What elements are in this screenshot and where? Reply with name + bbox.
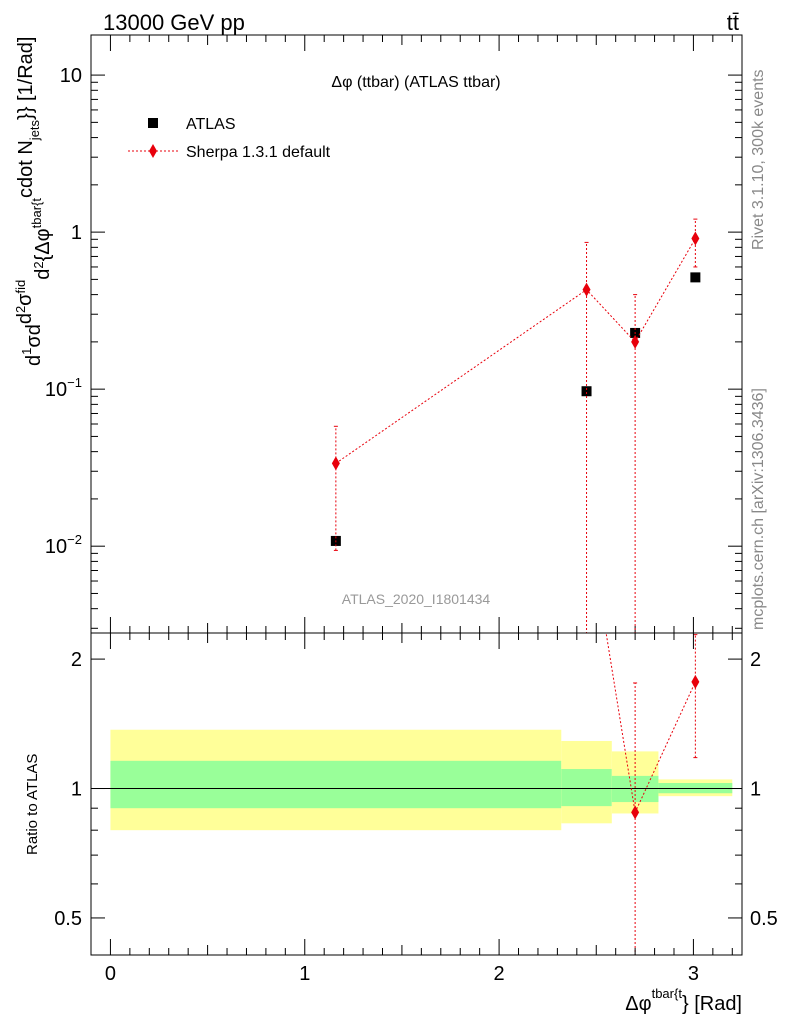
ratio-plot: 0.5 0.5 1 1 2 2 0 1 2 3 Ratio to ATLAS Δφtbar{t}… <box>24 632 778 1015</box>
xlabel-part: Δφ <box>625 993 651 1015</box>
ylabel-part: }} [1/Rad] <box>15 37 37 120</box>
x-axis-title: Δφtbar{t} [Rad] <box>625 986 742 1015</box>
ratio-y-tick-label: 0.5 <box>54 908 82 930</box>
ylabel-part: d <box>23 355 45 366</box>
ratio-y-tick-label-right: 1 <box>750 779 761 801</box>
ratio-plot-ticks <box>91 633 742 955</box>
ylabel-part: {Δφ <box>32 228 54 261</box>
sherpa-series-line <box>335 238 696 464</box>
ratio-plot-data <box>605 633 700 955</box>
x-tick-label: 1 <box>299 963 310 985</box>
legend-sherpa-label: Sherpa 1.3.1 default <box>186 144 331 161</box>
sherpa-data-point <box>331 456 340 471</box>
ratio-y-tick-label: 2 <box>71 649 82 671</box>
ylabel-part: fid <box>13 280 28 294</box>
ylabel-part: tbar{t <box>29 198 44 229</box>
sherpa-data-point <box>631 334 640 349</box>
legend-atlas-label: ATLAS <box>186 116 236 133</box>
plot-title: Δφ (ttbar) (ATLAS ttbar) <box>331 74 500 91</box>
ylabel-part: 1 <box>19 348 34 355</box>
x-tick-labels: 0 1 2 3 <box>105 963 699 985</box>
rivet-info-label: Rivet 3.1.10, 300k events <box>750 69 767 250</box>
x-tick-label: 2 <box>494 963 505 985</box>
ratio-y-tick-label-right: 2 <box>750 649 761 671</box>
collision-energy-label: 13000 GeV pp <box>103 10 245 35</box>
ylabel-part: d <box>14 313 36 324</box>
main-y-axis-title: d1σdd2σfidd2{Δφtbar{tcdot Njets}} [1/Rad… <box>13 37 54 366</box>
x-tick-label: 0 <box>105 963 116 985</box>
atlas-data-point <box>690 272 701 283</box>
legend: ATLAS Sherpa 1.3.1 default <box>128 116 331 161</box>
xlabel-part: } [Rad] <box>682 993 742 1015</box>
process-label: tt̄ <box>727 10 739 35</box>
tick-base: 10 <box>45 536 67 558</box>
tick-exponent: −2 <box>67 532 82 547</box>
main-y-tick-label: 10 <box>60 65 82 87</box>
ylabel-part: σ <box>14 293 36 306</box>
svg-text:d1σdd2σfidd2{Δφtbar{tcdot Njet: d1σdd2σfidd2{Δφtbar{tcdot Njets}} [1/Rad… <box>13 37 54 366</box>
ylabel-part: 2 <box>31 261 46 268</box>
atlas-data-point <box>581 386 592 397</box>
tick-base: 1 <box>71 222 82 244</box>
ylabel-part: σ <box>23 335 45 348</box>
watermark-label: ATLAS_2020_I1801434 <box>342 591 491 607</box>
uncertainty-band-green <box>561 769 612 807</box>
tick-base: 10 <box>45 379 67 401</box>
legend-sherpa-marker <box>149 144 157 158</box>
main-plot-ticks <box>91 35 742 633</box>
mcplots-label: mcplots.cern.ch [arXiv:1306.3436] <box>750 388 767 630</box>
ratio-data-point <box>631 805 640 820</box>
ylabel-part: d <box>32 269 54 280</box>
ratio-y-tick-label: 1 <box>71 779 82 801</box>
main-plot-data <box>330 218 701 633</box>
ylabel-part: cdot N <box>15 140 37 198</box>
uncertainty-band-green <box>110 760 562 809</box>
ylabel-part: 2 <box>13 306 28 313</box>
sherpa-data-point <box>582 282 591 297</box>
main-y-tick-label: 1 <box>71 222 82 244</box>
tick-base: 10 <box>60 65 82 87</box>
sherpa-data-point <box>691 231 700 246</box>
ratio-bands <box>110 729 733 831</box>
xlabel-part: tbar{t <box>652 986 683 1001</box>
main-y-tick-label: 10−1 <box>45 375 82 401</box>
ratio-data-point <box>691 674 700 689</box>
ratio-y-tick-labels: 0.5 0.5 1 1 2 2 <box>54 649 778 930</box>
ylabel-part: jets <box>27 119 42 141</box>
ratio-plot-frame <box>90 632 743 956</box>
tick-exponent: −1 <box>67 375 82 390</box>
legend-atlas-marker <box>148 118 158 128</box>
main-y-tick-label: 10−2 <box>45 532 82 558</box>
ylabel-part: d <box>23 324 45 335</box>
x-tick-label: 3 <box>688 963 699 985</box>
ratio-y-axis-title: Ratio to ATLAS <box>24 754 41 855</box>
ratio-y-tick-label-right: 0.5 <box>750 908 778 930</box>
